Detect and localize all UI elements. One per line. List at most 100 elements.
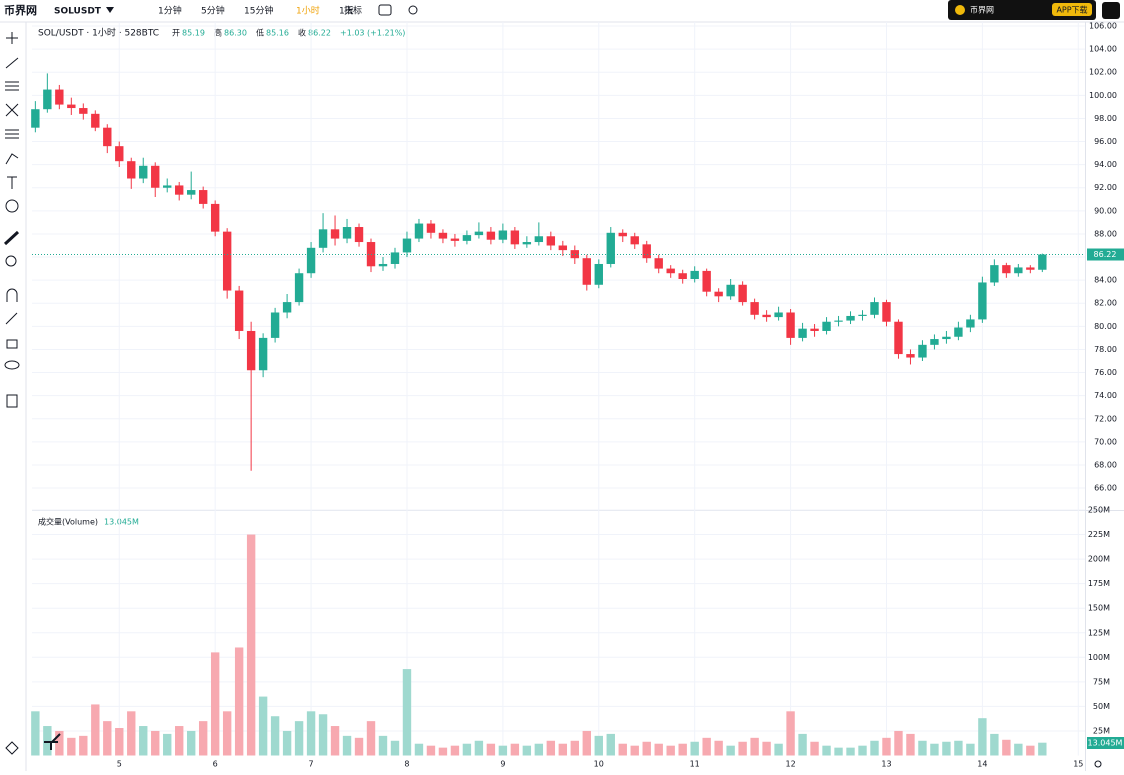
y-tick-label: 90.00 bbox=[1094, 206, 1117, 215]
candle-body bbox=[942, 336, 951, 340]
settings-button[interactable] bbox=[408, 5, 418, 15]
emoji-tool[interactable] bbox=[5, 199, 19, 213]
interval-button[interactable]: 1天 bbox=[339, 7, 354, 17]
pattern-tool[interactable] bbox=[5, 103, 19, 117]
y-tick-label: 92.00 bbox=[1094, 183, 1117, 192]
y-tick-label: 66.00 bbox=[1094, 484, 1117, 493]
legend-field-value: 85.16 bbox=[266, 29, 289, 38]
candle-body bbox=[726, 284, 735, 297]
delete-tool[interactable] bbox=[6, 394, 18, 408]
brand-icon bbox=[955, 5, 965, 15]
candle-body bbox=[282, 302, 292, 313]
volume-bar bbox=[103, 721, 112, 756]
brush-tool[interactable] bbox=[5, 153, 19, 165]
volume-bar bbox=[498, 745, 508, 756]
crosshair-tool[interactable] bbox=[6, 32, 18, 44]
volume-bar bbox=[582, 730, 591, 756]
volume-tick-label: 125M bbox=[1088, 628, 1110, 637]
y-tick-label: 96.00 bbox=[1094, 137, 1117, 146]
candle-body bbox=[498, 230, 508, 240]
candle-body bbox=[918, 344, 927, 358]
candle-body bbox=[930, 339, 939, 345]
symbol[interactable]: SOLUSDT bbox=[54, 7, 102, 17]
candle-body bbox=[1002, 265, 1011, 274]
volume-bar bbox=[618, 743, 627, 756]
volume-badge-label: 13.045M bbox=[1088, 739, 1123, 748]
volume-bar bbox=[246, 534, 256, 756]
layers-tool[interactable] bbox=[5, 741, 19, 755]
candle-body bbox=[810, 328, 819, 331]
magnet-tool[interactable] bbox=[6, 288, 18, 302]
indicators-button[interactable]: 指标 bbox=[344, 5, 362, 17]
legend-field-value: 86.22 bbox=[308, 29, 331, 38]
candles bbox=[31, 73, 1085, 471]
lock-tool[interactable] bbox=[6, 339, 18, 349]
volume-bar bbox=[402, 669, 412, 756]
volume-bar bbox=[270, 716, 280, 756]
candle-body bbox=[798, 328, 807, 338]
candle-body bbox=[894, 321, 903, 355]
candle-body bbox=[522, 242, 532, 245]
line-tool[interactable] bbox=[5, 57, 19, 69]
volume-bar bbox=[654, 743, 663, 756]
candle-body bbox=[678, 273, 687, 279]
y-tick-label: 98.00 bbox=[1094, 114, 1117, 123]
interval-button[interactable]: 15分钟 bbox=[244, 5, 273, 17]
volume-tick-label: 250M bbox=[1088, 506, 1110, 515]
symbol-dropdown[interactable] bbox=[106, 7, 114, 13]
volume-bar bbox=[210, 652, 220, 756]
candle-body bbox=[390, 252, 400, 264]
volume-tick-label: 25M bbox=[1093, 726, 1110, 735]
interval-button[interactable]: 1小时 bbox=[296, 5, 320, 17]
x-tick-label: 14 bbox=[977, 760, 987, 769]
candle-body bbox=[462, 235, 472, 241]
visibility-tool[interactable] bbox=[4, 360, 20, 370]
volume-bar bbox=[1014, 743, 1023, 756]
zoom-tool[interactable] bbox=[5, 255, 17, 267]
volume-bar bbox=[187, 730, 196, 756]
volume-bar bbox=[462, 743, 472, 756]
volume-bar bbox=[474, 740, 484, 756]
channel-tool[interactable] bbox=[5, 81, 19, 91]
text-tool[interactable] bbox=[7, 176, 17, 189]
candle-body bbox=[846, 315, 855, 321]
candle-body bbox=[31, 109, 40, 128]
close-ad[interactable] bbox=[1102, 2, 1120, 19]
volume-bar bbox=[366, 721, 376, 756]
legend-field-name: 收 bbox=[298, 28, 306, 38]
candle-body bbox=[702, 270, 711, 292]
volume-bar bbox=[990, 733, 999, 756]
fib-tool[interactable] bbox=[5, 129, 19, 139]
download-label[interactable]: APP下载 bbox=[1056, 5, 1087, 15]
legend-field-value: 85.19 bbox=[182, 29, 205, 38]
axis-settings[interactable] bbox=[1094, 760, 1102, 768]
brand-name: 币界网 bbox=[970, 6, 994, 15]
x-tick-label: 13 bbox=[881, 760, 891, 769]
volume-bar bbox=[127, 711, 136, 756]
download-button[interactable] bbox=[1052, 3, 1092, 16]
candle-body bbox=[510, 230, 520, 245]
screenshot-button[interactable] bbox=[378, 4, 392, 16]
volume-bar bbox=[978, 718, 987, 756]
volume-bar bbox=[198, 721, 208, 756]
volume-bar bbox=[930, 743, 939, 756]
interval-button[interactable]: 1分钟 bbox=[158, 5, 182, 17]
ruler-tool[interactable] bbox=[3, 230, 20, 246]
y-tick-label: 106.00 bbox=[1089, 22, 1117, 31]
candle-body bbox=[306, 247, 316, 274]
y-tick-label: 78.00 bbox=[1094, 345, 1117, 354]
candle-body bbox=[762, 314, 771, 318]
interval-group: 1分钟 5分钟 15分钟 1小时 1天 bbox=[158, 5, 354, 17]
volume-tick-label: 200M bbox=[1088, 555, 1110, 564]
candle-body bbox=[1014, 267, 1023, 274]
y-tick-label: 74.00 bbox=[1094, 391, 1117, 400]
candle-body bbox=[258, 337, 268, 371]
last-price-badge bbox=[1087, 248, 1124, 261]
interval-button[interactable]: 5分钟 bbox=[201, 5, 225, 17]
volume-legend-value: 13.045M bbox=[104, 518, 139, 527]
volume-bar bbox=[786, 711, 795, 756]
lock-draw-tool[interactable] bbox=[5, 312, 18, 325]
volume-bar bbox=[486, 743, 496, 756]
